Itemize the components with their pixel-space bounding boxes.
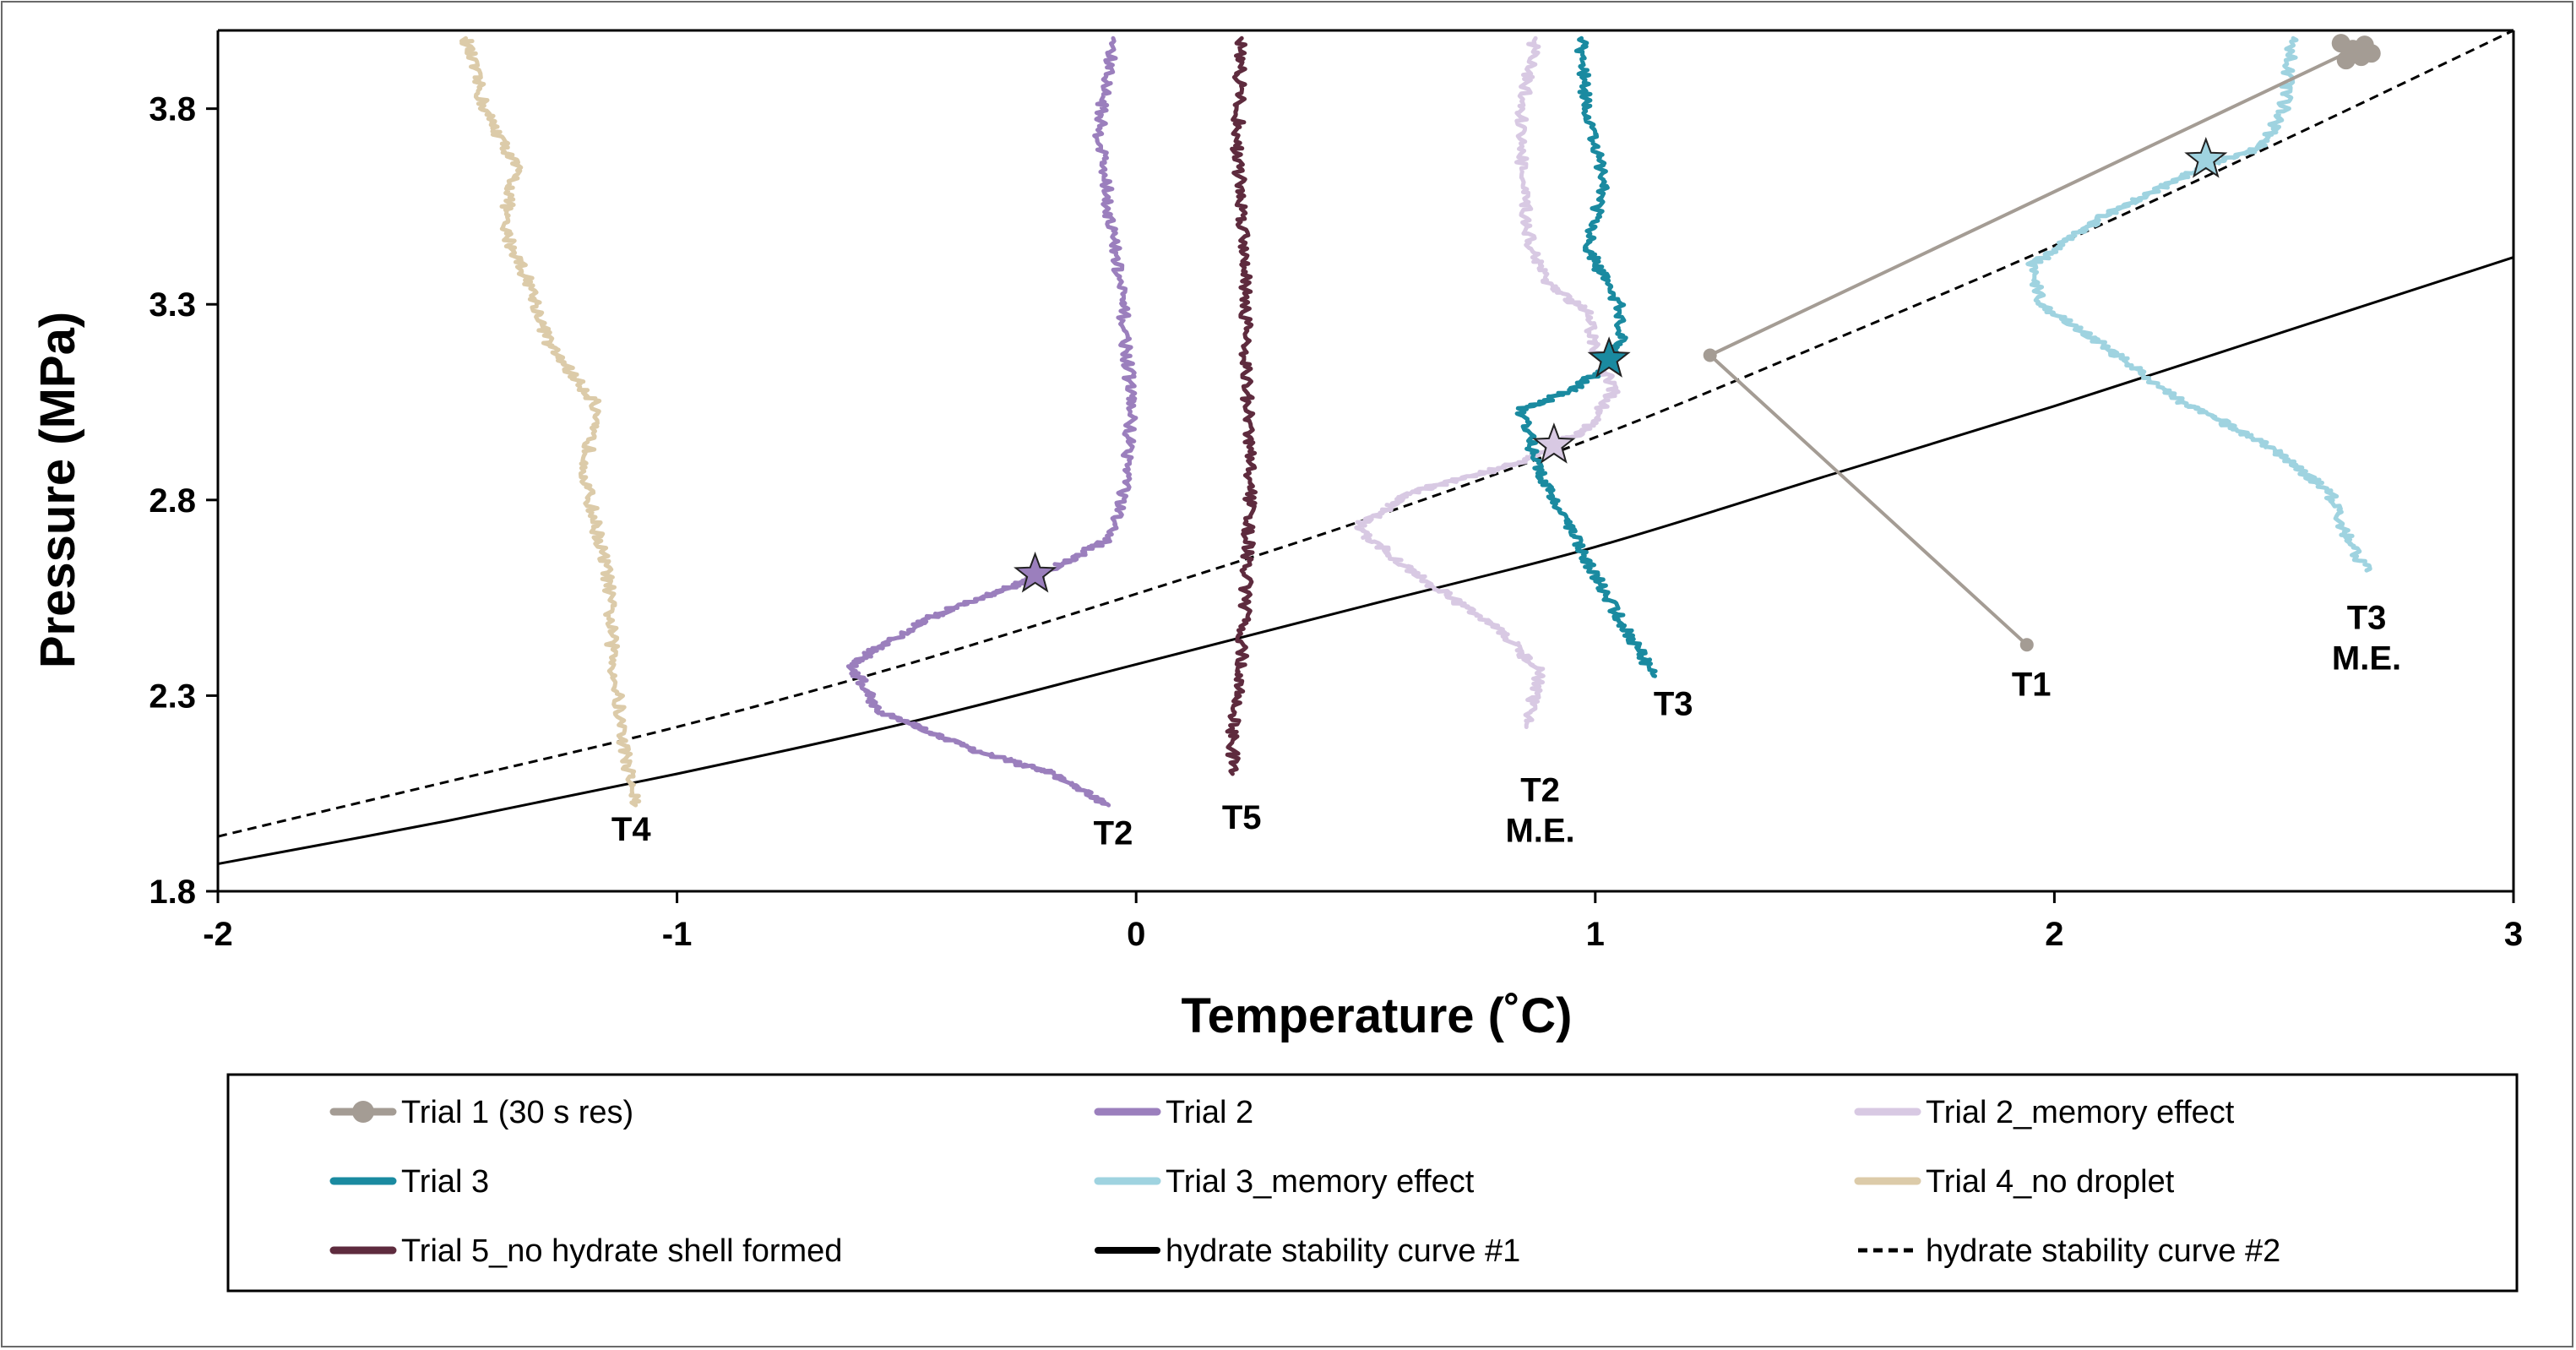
legend-item-trial2_me: Trial 2_memory effect (1854, 1095, 2235, 1130)
axes (206, 29, 2515, 903)
legend-item-curve1: hydrate stability curve #1 (1095, 1233, 1520, 1269)
trial-annotation: T3 (1654, 686, 1693, 723)
series-trial2_me (1354, 35, 1621, 729)
trial-annotation: T2 (1094, 814, 1133, 852)
trial1-point (2019, 638, 2034, 652)
series-trial1 (1707, 48, 2354, 646)
annotations: T4 T2 T5 T2 M.E. T3 T1 T3 M.E. (611, 600, 2401, 852)
trial-annotation: T5 (1222, 799, 1262, 836)
legend-label: Trial 5_no hydrate shell formed (401, 1233, 842, 1269)
x-tick-label: 2 (2045, 916, 2063, 953)
legend: Trial 1 (30 s res) Trial 2 Trial 2_memory … (226, 1073, 2519, 1293)
legend-marker (352, 1101, 374, 1123)
legend-label: hydrate stability curve #2 (1926, 1233, 2280, 1269)
legend-item-trial3_me: Trial 3_memory effect (1094, 1164, 1475, 1200)
series-trial2 (845, 35, 1139, 808)
star-marker (1587, 336, 1631, 378)
y-tick-label: 1.8 (149, 874, 196, 911)
trial1-cluster-point (2331, 34, 2350, 53)
legend-box (226, 1073, 2519, 1293)
x-tick-label: 1 (1586, 916, 1605, 953)
legend-item-curve2: hydrate stability curve #2 (1858, 1233, 2280, 1269)
legend-label: Trial 3_memory effect (1166, 1164, 1475, 1200)
trial-annotation: T4 (611, 811, 651, 848)
series-trial5 (1225, 35, 1258, 776)
x-tick-label: 3 (2504, 916, 2523, 953)
y-axis-title: Pressure (MPa) (30, 312, 85, 668)
series-trial3 (1514, 35, 1658, 678)
star-marker (1532, 422, 1576, 464)
legend-label: Trial 2 (1166, 1095, 1253, 1130)
trial-annotation: T2 M.E. (1505, 771, 1574, 849)
legend-label: Trial 3 (401, 1164, 489, 1200)
x-tick-label: 0 (1127, 916, 1145, 953)
legend-item-trial3: Trial 3 (329, 1164, 489, 1200)
series-curve2 (217, 29, 2514, 838)
legend-label: Trial 4_no droplet (1926, 1164, 2175, 1200)
y-tick-label: 2.3 (149, 678, 196, 715)
legend-item-trial1: Trial 1 (30 s res) (329, 1095, 633, 1130)
trial1-cluster-point (2361, 44, 2381, 63)
legend-item-trial5: Trial 5_no hydrate shell formed (329, 1233, 842, 1269)
plot-area (217, 29, 2514, 866)
event-stars (1014, 137, 2228, 593)
trial-annotation: T1 (2012, 666, 2052, 703)
series-trial3_me (2025, 35, 2372, 573)
tick-labels: -2 -1 0 1 2 3 1.8 2.3 2.8 3.3 3.8 (149, 91, 2523, 953)
series-trial4 (459, 35, 642, 808)
trial1-cluster-point (2336, 51, 2356, 70)
legend-label: Trial 1 (30 s res) (401, 1095, 633, 1130)
y-tick-label: 3.3 (149, 286, 196, 324)
x-tick-label: -1 (662, 916, 693, 953)
y-tick-label: 2.8 (149, 482, 196, 520)
series-curve1 (217, 256, 2514, 866)
trial-annotation: T3 M.E. (2332, 600, 2401, 678)
legend-label: hydrate stability curve #1 (1166, 1233, 1520, 1269)
legend-item-trial4: Trial 4_no droplet (1854, 1164, 2175, 1200)
star-marker (1014, 551, 1057, 593)
star-marker (2184, 137, 2228, 178)
x-axis-title: Temperature (˚C) (1182, 988, 1573, 1043)
x-tick-label: -2 (203, 916, 233, 953)
legend-label: Trial 2_memory effect (1926, 1095, 2235, 1130)
trial1-point (1703, 348, 1717, 362)
legend-item-trial2: Trial 2 (1094, 1095, 1253, 1130)
y-tick-label: 3.8 (149, 91, 196, 128)
